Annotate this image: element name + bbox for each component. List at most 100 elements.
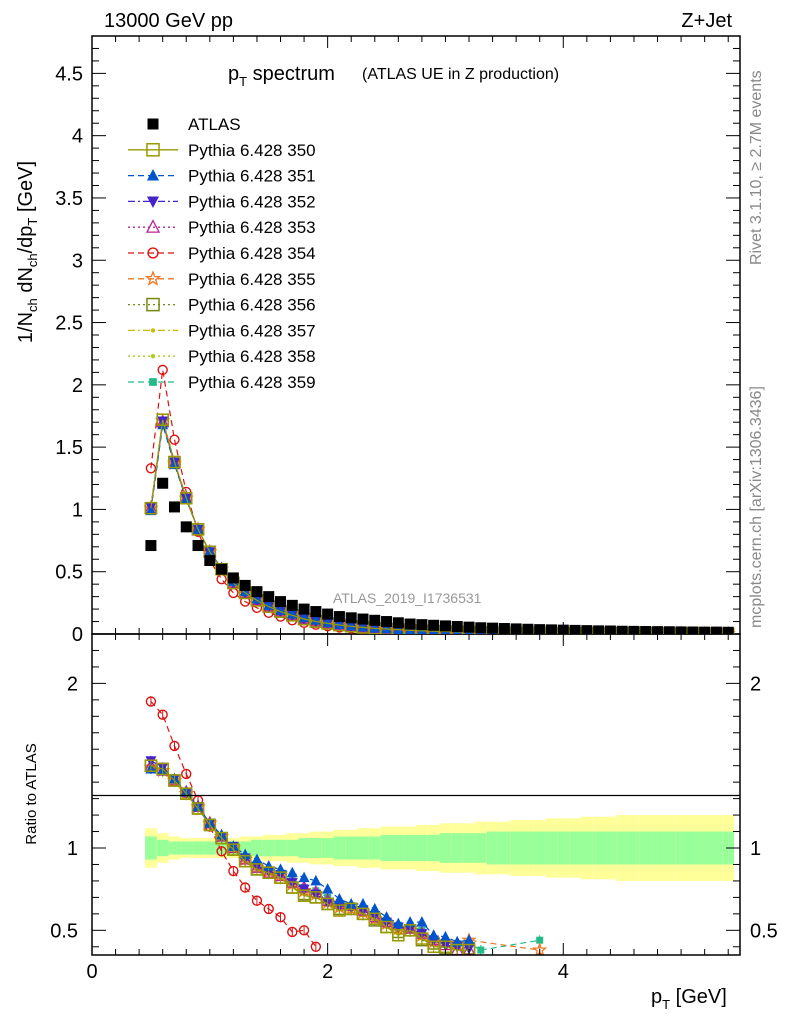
y-tick-label: 0.5 [55, 562, 83, 584]
ratio-point [191, 802, 205, 815]
ratio-band-inner [557, 831, 570, 865]
ratio-point [251, 895, 263, 906]
ratio-band-inner [427, 834, 440, 862]
data-point [169, 434, 180, 445]
ratio-point [156, 762, 169, 776]
data-point [239, 579, 251, 591]
data-point [451, 621, 463, 633]
data-point [428, 619, 440, 631]
ratio-band-inner [628, 831, 640, 865]
legend-label: Pythia 6.428 356 [188, 296, 316, 315]
ratio-point [286, 866, 298, 878]
legend-label: Pythia 6.428 351 [188, 167, 316, 186]
ratio-series-pythia-6-428-354 [145, 696, 322, 952]
data-point [310, 606, 322, 618]
ratio-band-inner [451, 833, 464, 863]
data-point [593, 625, 605, 634]
ratio-y-tick-label-right: 0.5 [750, 920, 778, 942]
data-point [498, 623, 510, 634]
series-pythia-6-428-352 [145, 416, 734, 634]
ratio-point [297, 889, 311, 902]
ratio-point [427, 940, 440, 954]
data-point [416, 619, 428, 631]
data-point [475, 622, 487, 634]
ratio-band-inner [675, 831, 687, 865]
ratio-point [344, 902, 358, 916]
data-point [156, 413, 169, 426]
ratio-point [287, 926, 298, 938]
ratio-point [536, 936, 544, 944]
data-point [569, 624, 581, 634]
data-point [251, 586, 263, 598]
ratio-point [274, 871, 287, 884]
ratio-band-inner [569, 831, 581, 865]
data-point [275, 596, 287, 608]
data-point [157, 477, 169, 489]
ratio-band-inner [368, 836, 381, 860]
ratio-band-inner [156, 839, 169, 857]
ratio-band-inner [298, 838, 310, 858]
y-tick-label: 2.5 [55, 313, 83, 335]
ratio-band-inner [345, 836, 358, 860]
data-point [180, 491, 193, 505]
y-tick-label: 4 [72, 126, 83, 148]
ratio-band-inner [357, 836, 369, 860]
data-point [263, 591, 275, 603]
ratio-point [144, 759, 158, 772]
ratio-series-line [150, 701, 317, 948]
ratio-band-inner [474, 833, 487, 863]
data-point [322, 616, 334, 628]
data-point [381, 622, 393, 634]
ratio-band-inner [392, 834, 405, 862]
rivet-version-label: Rivet 3.1.10, ≥ 2.7M events [748, 70, 765, 265]
ratio-point [263, 903, 274, 915]
data-point [180, 521, 192, 533]
legend-label: Pythia 6.428 354 [188, 244, 316, 263]
legend-label: Pythia 6.428 353 [188, 218, 316, 237]
ratio-y-axis-label: Ratio to ATLAS [23, 743, 40, 844]
series-atlas [145, 477, 734, 634]
ratio-band-inner [333, 836, 346, 860]
data-point [675, 626, 687, 634]
chart-title: pT spectrum [228, 63, 335, 89]
ratio-point [310, 941, 322, 952]
ratio-band-inner [522, 831, 534, 865]
y-tick-label: 1 [72, 499, 83, 521]
legend-entry: Pythia 6.428 350 [128, 141, 316, 160]
legend-marker [147, 247, 159, 259]
y-tick-label: 3 [72, 250, 83, 272]
ratio-band-inner [251, 839, 263, 857]
ratio-point [321, 897, 334, 911]
data-point [392, 617, 404, 629]
ratio-point [250, 863, 264, 876]
ratio-point [381, 911, 393, 922]
data-point [227, 572, 239, 584]
legend-label: Pythia 6.428 352 [188, 192, 316, 211]
ratio-point [403, 924, 417, 937]
ratio-point [263, 860, 275, 871]
legend-marker [146, 143, 160, 157]
data-point [145, 540, 157, 552]
tick-labels: 0 0.5 1 1.5 2 2.5 3 3.5 4 4.5 0.5 0.5 1 1 2 2 0 2 4 [50, 63, 778, 983]
data-point [345, 619, 357, 631]
chart-subtitle: (ATLAS UE in Z production) [362, 66, 559, 83]
ratio-point [380, 920, 393, 934]
data-point [463, 621, 475, 633]
data-point [192, 540, 204, 552]
process-label: Z+Jet [681, 10, 732, 32]
legend-entry: Pythia 6.428 359 [128, 373, 316, 392]
data-point [191, 523, 205, 536]
ratio-band-inner [592, 831, 605, 865]
data-point [168, 501, 180, 513]
ratio-band-inner [663, 831, 676, 865]
legend-marker [146, 169, 160, 181]
ratio-point [168, 774, 181, 787]
ratio-point [333, 904, 346, 917]
ratio-band-inner [168, 841, 181, 855]
data-point [628, 625, 640, 634]
ratio-point [369, 902, 381, 914]
ratio-band-inner [651, 831, 664, 865]
ratio-band-inner [639, 831, 652, 865]
legend: ATLAS Pythia 6.428 350 Pythia 6.428 351 Pyt… [128, 115, 316, 392]
